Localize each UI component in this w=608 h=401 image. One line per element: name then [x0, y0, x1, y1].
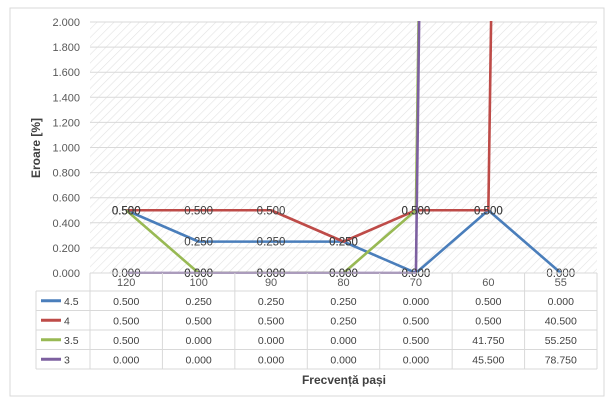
table-cell: 0.500 — [403, 315, 429, 327]
y-tick-label: 0.600 — [52, 193, 80, 205]
data-labels: 0.500 0.250 0.250 0.250 0.000 0.500 0.000 0.500… — [112, 205, 575, 280]
legend-label: 3 — [64, 354, 70, 366]
x-tick-label: 60 — [482, 277, 494, 289]
table-cell: 0.000 — [548, 296, 574, 308]
y-tick-label: 2.000 — [52, 17, 80, 29]
data-label: 0.000 — [184, 268, 213, 280]
data-label: 0.000 — [257, 268, 286, 280]
data-label: 0.500 — [112, 205, 141, 217]
x-tick-label: 80 — [337, 277, 349, 289]
y-tick-label: 1.000 — [52, 143, 80, 155]
data-label: 0.250 — [329, 237, 358, 249]
y-axis-title: Eroare [%] — [29, 118, 43, 178]
table-cell: 0.000 — [258, 354, 284, 366]
table-cell: 0.500 — [475, 315, 501, 327]
data-label: 0.500 — [402, 205, 431, 217]
x-tick-label: 90 — [265, 277, 277, 289]
table-cell: 0.000 — [113, 354, 139, 366]
data-label: 0.250 — [329, 237, 358, 249]
data-label: 0.000 — [257, 268, 286, 280]
table-cell: 41.750 — [472, 335, 504, 347]
data-label: 0.000 — [112, 268, 141, 280]
data-label: 0.500 — [257, 205, 286, 217]
data-label: 0.250 — [184, 237, 213, 249]
table-cell: 0.000 — [330, 354, 356, 366]
data-label: 0.000 — [329, 268, 358, 280]
table-cell: 55.250 — [545, 335, 577, 347]
x-axis-title: Frecvență pași — [302, 373, 386, 387]
data-label: 0.500 — [112, 205, 141, 217]
x-tick-label: 55 — [555, 277, 567, 289]
data-label: 0.000 — [546, 268, 575, 280]
y-tick-label: 1.200 — [52, 117, 80, 129]
data-label: 0.500 — [402, 205, 431, 217]
data-label: 0.000 — [402, 268, 431, 280]
data-label: 0.000 — [402, 268, 431, 280]
table-cell: 45.500 — [472, 354, 504, 366]
y-tick-label: 1.800 — [52, 42, 80, 54]
table-cell: 0.500 — [475, 296, 501, 308]
y-tick-label: 1.600 — [52, 67, 80, 79]
table-cell: 78.750 — [545, 354, 577, 366]
x-tick-label: 100 — [189, 277, 207, 289]
data-label: 0.500 — [184, 205, 213, 217]
data-label: 0.250 — [257, 237, 286, 249]
data-label: 0.000 — [329, 268, 358, 280]
table-cell: 0.000 — [403, 296, 429, 308]
table-cell: 0.000 — [186, 335, 212, 347]
x-tick-label: 120 — [117, 277, 135, 289]
table-cell: 0.500 — [113, 315, 139, 327]
legend-label: 4.5 — [64, 296, 79, 308]
gridlines — [90, 21, 597, 274]
y-tick-label: 1.400 — [52, 92, 80, 104]
table-cell: 0.500 — [403, 335, 429, 347]
table-cell: 0.500 — [113, 296, 139, 308]
table-cell: 0.250 — [258, 296, 284, 308]
table-cell: 0.250 — [330, 296, 356, 308]
x-tick-label: 70 — [410, 277, 422, 289]
data-label: 0.500 — [112, 205, 141, 217]
data-label: 0.000 — [184, 268, 213, 280]
legend-label: 3.5 — [64, 335, 79, 347]
data-label: 0.500 — [474, 205, 503, 217]
table-cell: 0.000 — [403, 354, 429, 366]
table-cell: 0.500 — [186, 315, 212, 327]
table-cell: 0.500 — [258, 315, 284, 327]
y-tick-label: 0.200 — [52, 243, 80, 255]
series-line-4 — [126, 21, 493, 243]
table-cell: 0.000 — [258, 335, 284, 347]
legend-label: 4 — [64, 315, 70, 327]
y-tick-label: 0.400 — [52, 218, 80, 230]
data-label: 0.500 — [474, 205, 503, 217]
y-tick-label: 0.000 — [52, 268, 80, 280]
table-cell: 0.500 — [113, 335, 139, 347]
y-tick-label: 0.800 — [52, 168, 80, 180]
table-cell: 0.250 — [186, 296, 212, 308]
table-cell: 0.250 — [330, 315, 356, 327]
table-cell: 0.000 — [330, 335, 356, 347]
table-cell: 0.000 — [186, 354, 212, 366]
y-axis-ticks: 0.000 0.200 0.400 0.600 0.800 1.000 1.200 1.400… — [52, 17, 80, 280]
table-cell: 40.500 — [545, 315, 577, 327]
data-table: 120 100 90 80 70 60 55 4.5 0.500 0.250 0.250 0.250 0… — [35, 272, 598, 370]
